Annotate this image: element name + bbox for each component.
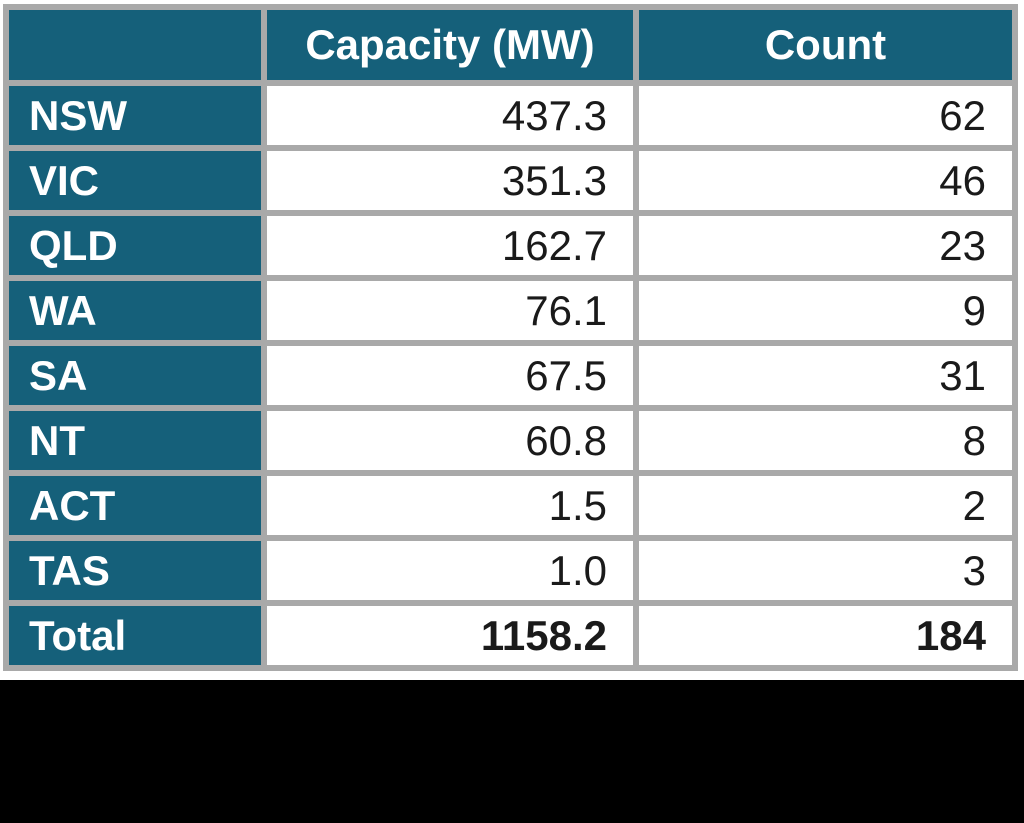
capacity-by-state-table: Capacity (MW) Count NSW 437.3 62 VIC 351… [3,4,1018,671]
table-row: VIC 351.3 46 [9,151,1012,210]
capacity-value: 351.3 [267,151,633,210]
table-total-row: Total 1158.2 184 [9,606,1012,665]
capacity-value: 1.0 [267,541,633,600]
capacity-value: 67.5 [267,346,633,405]
header-capacity: Capacity (MW) [267,10,633,80]
count-value: 3 [639,541,1012,600]
capacity-value: 162.7 [267,216,633,275]
count-value: 31 [639,346,1012,405]
count-value: 46 [639,151,1012,210]
capacity-value: 60.8 [267,411,633,470]
table-row: QLD 162.7 23 [9,216,1012,275]
total-label: Total [9,606,261,665]
state-label: TAS [9,541,261,600]
state-label: SA [9,346,261,405]
count-value: 23 [639,216,1012,275]
table-row: SA 67.5 31 [9,346,1012,405]
capacity-value: 437.3 [267,86,633,145]
total-capacity-value: 1158.2 [267,606,633,665]
table-row: TAS 1.0 3 [9,541,1012,600]
header-count: Count [639,10,1012,80]
state-label: ACT [9,476,261,535]
total-count-value: 184 [639,606,1012,665]
state-label: NSW [9,86,261,145]
capacity-value: 76.1 [267,281,633,340]
state-label: WA [9,281,261,340]
capacity-table-container: Capacity (MW) Count NSW 437.3 62 VIC 351… [3,4,1018,671]
state-label: QLD [9,216,261,275]
bottom-black-bar [0,680,1024,823]
capacity-value: 1.5 [267,476,633,535]
table-row: NT 60.8 8 [9,411,1012,470]
count-value: 2 [639,476,1012,535]
table-row: WA 76.1 9 [9,281,1012,340]
table-header-row: Capacity (MW) Count [9,10,1012,80]
count-value: 9 [639,281,1012,340]
state-label: NT [9,411,261,470]
header-corner-cell [9,10,261,80]
table-row: ACT 1.5 2 [9,476,1012,535]
count-value: 8 [639,411,1012,470]
count-value: 62 [639,86,1012,145]
state-label: VIC [9,151,261,210]
table-row: NSW 437.3 62 [9,86,1012,145]
